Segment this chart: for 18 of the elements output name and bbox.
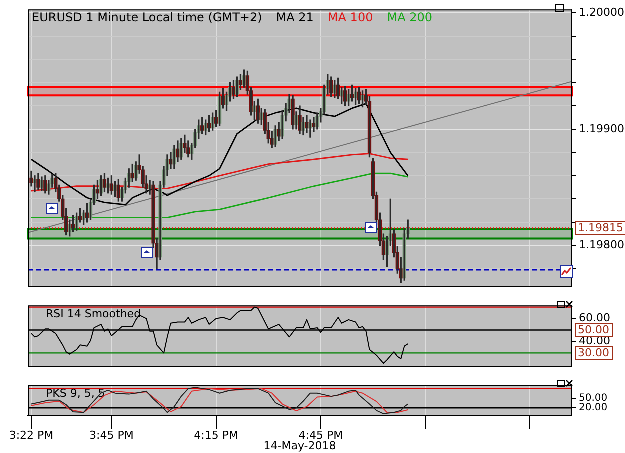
y-tick-label: 1.19800 (579, 238, 624, 252)
chart-title: EURUSD 1 Minute Local time (GMT+2) (32, 10, 262, 25)
text: MA 100 (328, 10, 374, 25)
y-tick-label: 20.00 (579, 402, 608, 414)
text: MA 200 (387, 10, 432, 25)
ref-line-label: 30.00 (578, 346, 610, 360)
y-tick-label: 1.19900 (579, 122, 624, 136)
chart-title: RSI 14 Smoothed (46, 307, 142, 320)
y-tick-label: 60.00 (579, 312, 610, 325)
x-tick-label: 3:22 PM (9, 428, 54, 442)
x-tick-label: 4:15 PM (194, 428, 238, 442)
ref-line-label: 1.19815 (578, 222, 624, 235)
text: MA 21 (276, 10, 314, 25)
x-axis-title: 14-May-2018 (264, 439, 336, 452)
x-tick-label: 3:45 PM (90, 428, 134, 442)
y-tick-label: 1.20000 (579, 6, 624, 19)
y-tick-label: 50.00 (579, 393, 608, 404)
x-tick-label: 4:45 PM (298, 428, 344, 442)
